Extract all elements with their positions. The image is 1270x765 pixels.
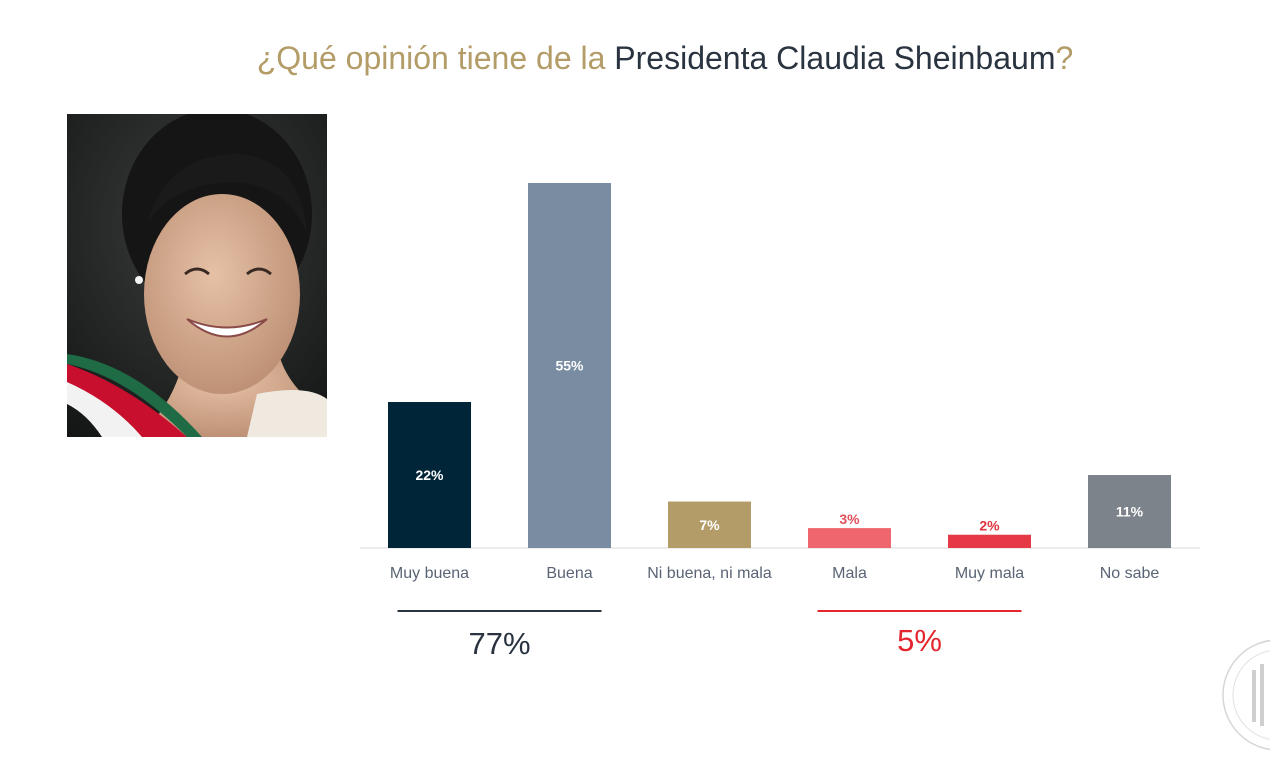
bar-3 — [808, 528, 891, 548]
bar-value-label-2: 7% — [699, 517, 720, 533]
president-photo — [67, 114, 327, 437]
group-total-label-0: 77% — [468, 626, 530, 661]
bar-value-label-0: 22% — [415, 467, 444, 483]
category-label-0: Muy buena — [390, 565, 469, 582]
title-part-mark: ? — [1055, 40, 1074, 76]
chart-title: ¿Qué opinión tiene de la Presidenta Clau… — [0, 40, 1270, 77]
category-label-5: No sabe — [1100, 565, 1160, 582]
bar-2 — [668, 501, 751, 548]
bar-value-label-3: 3% — [839, 511, 860, 527]
bar-value-label-4: 2% — [979, 518, 1000, 534]
title-part-question: ¿Qué opinión tiene de la — [256, 40, 615, 76]
category-label-4: Muy mala — [955, 565, 1024, 582]
category-label-1: Buena — [546, 565, 592, 582]
bar-0 — [388, 402, 471, 548]
bar-4 — [948, 534, 1031, 548]
bar-5 — [1088, 475, 1171, 548]
bar-value-label-1: 55% — [555, 358, 584, 374]
category-label-2: Ni buena, ni mala — [647, 565, 772, 582]
category-label-3: Mala — [832, 565, 867, 582]
group-total-label-1: 5% — [897, 623, 942, 658]
bar-1 — [528, 183, 611, 548]
title-part-name: Presidenta Claudia Sheinbaum — [614, 40, 1056, 76]
bar-chart: 22% Muy buena 55% Buena 7% Ni buena, ni mala 3… — [360, 183, 1200, 661]
watermark-seal — [1218, 630, 1270, 760]
bar-value-label-5: 11% — [1116, 504, 1144, 520]
